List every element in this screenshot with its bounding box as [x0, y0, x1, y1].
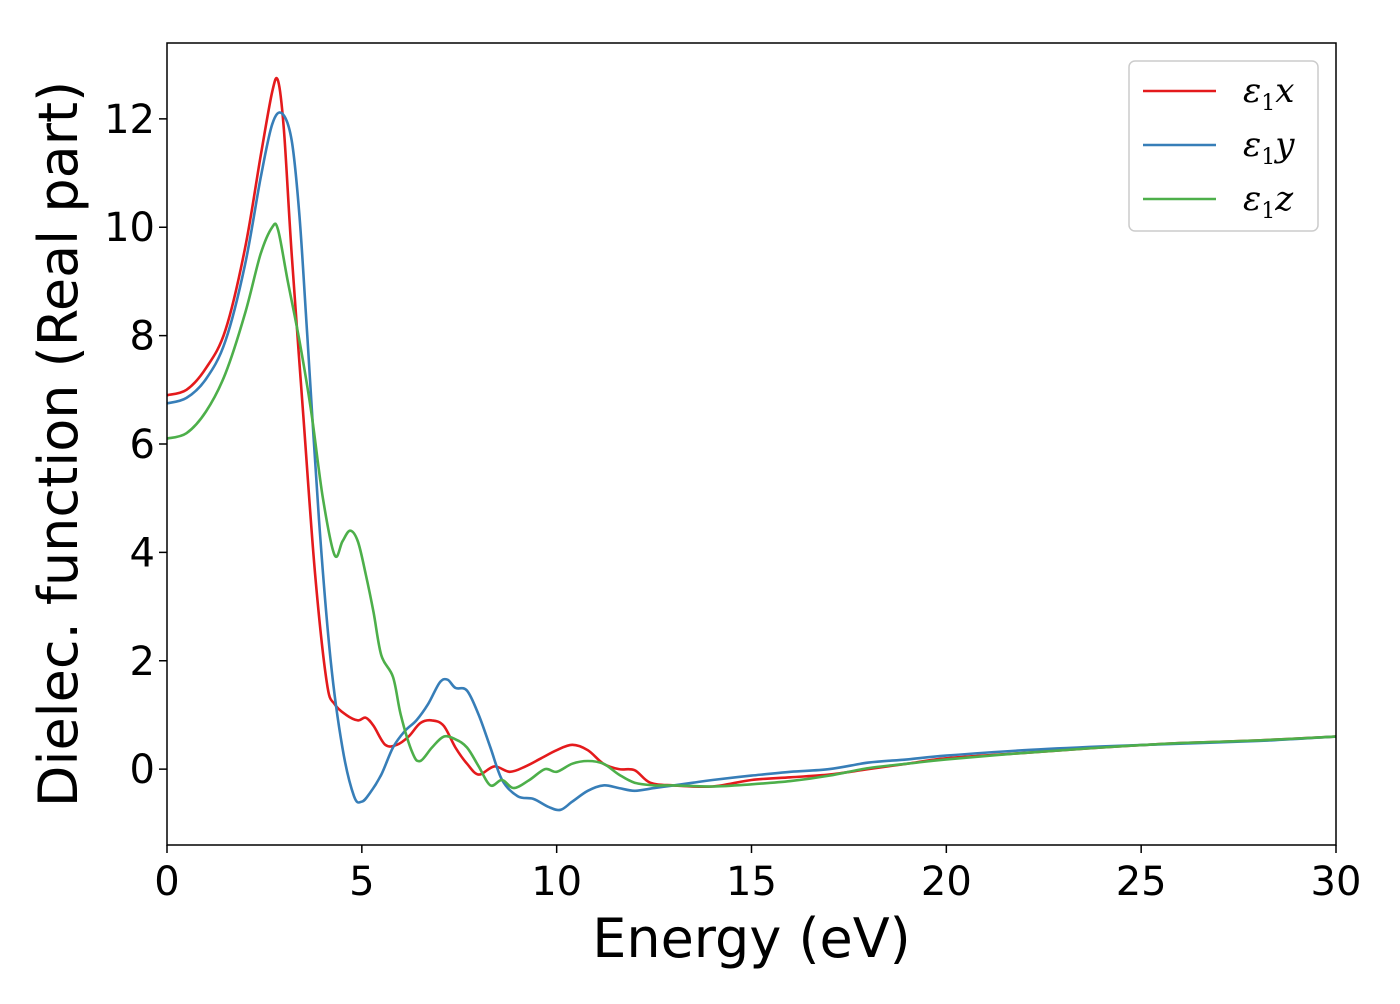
x-tick-label: 30 [1311, 859, 1362, 905]
y-axis-ticks: 0 2 4 6 8 10 12 [104, 97, 167, 793]
series-line-x [167, 76, 1336, 789]
series-line-z [167, 222, 1336, 790]
x-axis-ticks: 0 5 10 15 20 25 30 [154, 845, 1361, 905]
y-axis-label: Dielec. function (Real part) [27, 81, 90, 807]
x-tick-label: 5 [349, 859, 374, 905]
y-tick-label: 8 [130, 314, 155, 360]
y-tick-label: 10 [104, 205, 155, 251]
x-tick-label: 10 [531, 859, 582, 905]
x-tick-label: 15 [726, 859, 777, 905]
legend: ε1x ε1y ε1z [1128, 60, 1319, 232]
y-tick-label: 12 [104, 97, 155, 143]
x-tick-label: 0 [154, 859, 179, 905]
y-tick-label: 2 [130, 639, 155, 685]
y-tick-label: 0 [130, 747, 155, 793]
series-line-y [167, 111, 1336, 812]
legend-label-z: ε1z [1243, 179, 1294, 224]
x-tick-label: 25 [1116, 859, 1167, 905]
y-tick-label: 6 [130, 422, 155, 468]
legend-label-y: ε1y [1243, 125, 1295, 170]
x-axis-label: Energy (eV) [592, 907, 911, 970]
legend-box [1128, 60, 1319, 232]
y-tick-label: 4 [130, 530, 155, 576]
x-tick-label: 20 [921, 859, 972, 905]
series-layer [167, 76, 1336, 812]
legend-label-x: ε1x [1243, 71, 1294, 116]
